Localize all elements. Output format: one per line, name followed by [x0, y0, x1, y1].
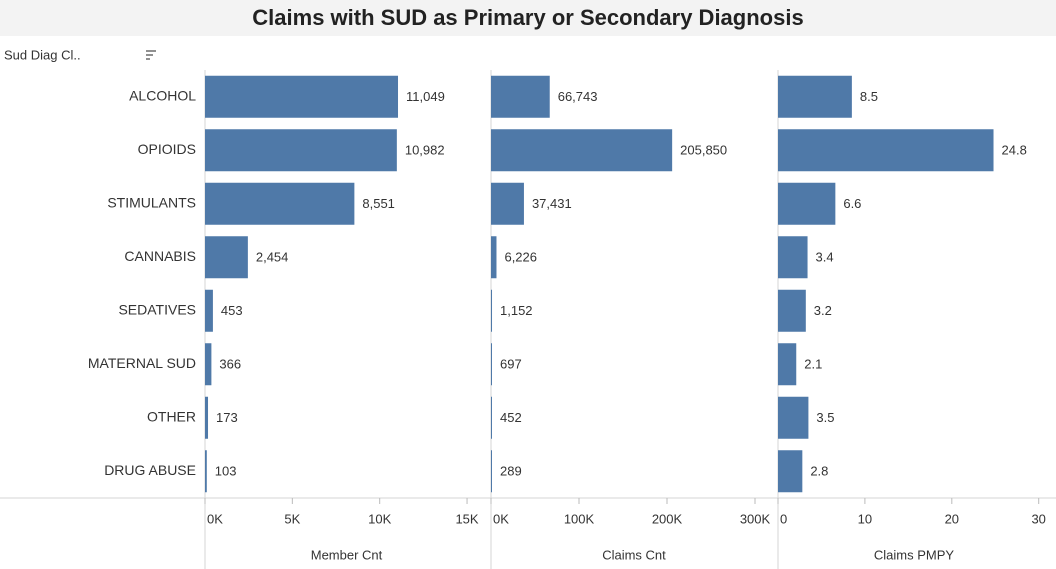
bar [491, 396, 492, 439]
x-tick-label: 10K [368, 511, 391, 526]
value-label: 2.1 [804, 357, 822, 372]
title-band [0, 0, 1056, 36]
category-label: SEDATIVES [118, 301, 196, 317]
x-axis-title: Member Cnt [311, 547, 383, 562]
value-label: 1,152 [500, 303, 533, 318]
bar [778, 343, 797, 386]
value-label: 205,850 [680, 143, 727, 158]
sort-icon[interactable] [146, 50, 156, 60]
bar [205, 182, 355, 225]
bar [491, 289, 493, 332]
bar [778, 236, 808, 279]
chart-title: Claims with SUD as Primary or Secondary … [252, 5, 803, 30]
value-label: 2.8 [810, 464, 828, 479]
category-label: MATERNAL SUD [88, 355, 196, 371]
value-label: 3.2 [814, 303, 832, 318]
bar [491, 236, 497, 279]
category-label: ALCOHOL [129, 87, 196, 103]
bar [778, 289, 806, 332]
value-label: 452 [500, 410, 522, 425]
bar [778, 75, 852, 118]
value-label: 6.6 [843, 196, 861, 211]
bar [491, 129, 673, 172]
value-label: 173 [216, 410, 238, 425]
x-tick-label: 0 [780, 511, 787, 526]
bar [205, 236, 248, 279]
value-label: 3.5 [816, 410, 834, 425]
bar [491, 343, 492, 386]
bar [205, 396, 209, 439]
value-label: 37,431 [532, 196, 572, 211]
value-label: 366 [219, 357, 241, 372]
value-label: 8.5 [860, 89, 878, 104]
value-label: 3.4 [816, 250, 834, 265]
x-tick-label: 15K [455, 511, 478, 526]
value-label: 24.8 [1002, 143, 1027, 158]
bar [205, 289, 213, 332]
x-axis-title: Claims PMPY [874, 547, 955, 562]
x-axis-title: Claims Cnt [602, 547, 666, 562]
x-tick-label: 20 [945, 511, 959, 526]
x-tick-label: 0K [493, 511, 509, 526]
category-label: DRUG ABUSE [104, 462, 196, 478]
x-tick-label: 5K [284, 511, 300, 526]
value-label: 10,982 [405, 143, 445, 158]
value-label: 103 [215, 464, 237, 479]
x-tick-label: 100K [564, 511, 595, 526]
x-tick-label: 10 [858, 511, 872, 526]
x-tick-label: 30 [1031, 511, 1045, 526]
category-label: CANNABIS [124, 248, 196, 264]
bar [205, 129, 397, 172]
x-tick-label: 300K [740, 511, 771, 526]
value-label: 66,743 [558, 89, 598, 104]
bar [205, 343, 212, 386]
category-label: OTHER [147, 408, 196, 424]
bar [778, 182, 836, 225]
bar [205, 450, 207, 493]
row-header: Sud Diag Cl.. [4, 47, 81, 62]
x-tick-label: 200K [652, 511, 683, 526]
bar [491, 75, 550, 118]
bar [205, 75, 399, 118]
bar [778, 450, 803, 493]
value-label: 2,454 [256, 250, 289, 265]
value-label: 8,551 [362, 196, 395, 211]
bar [491, 450, 492, 493]
x-tick-label: 0K [207, 511, 223, 526]
value-label: 697 [500, 357, 522, 372]
category-label: OPIOIDS [138, 141, 196, 157]
value-label: 11,049 [406, 89, 445, 104]
category-label: STIMULANTS [107, 194, 196, 210]
value-label: 453 [221, 303, 243, 318]
bar [778, 129, 994, 172]
value-label: 6,226 [504, 250, 537, 265]
bar [778, 396, 809, 439]
bar [491, 182, 524, 225]
value-label: 289 [500, 464, 522, 479]
